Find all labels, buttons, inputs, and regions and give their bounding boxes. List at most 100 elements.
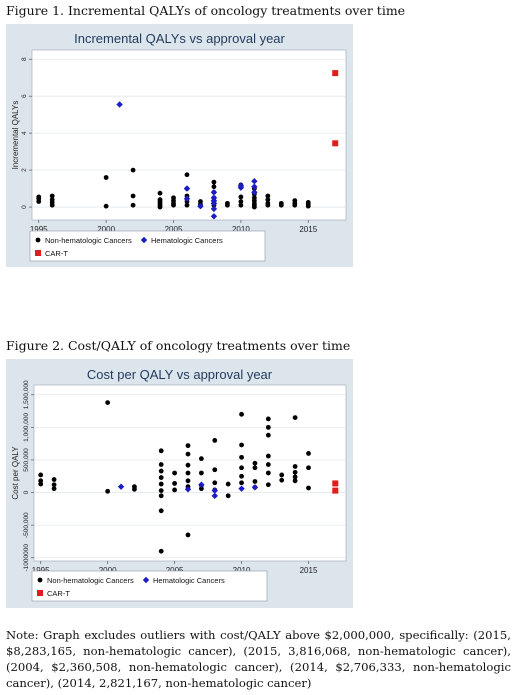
x-tick-label: 1995 — [30, 225, 48, 234]
data-point-non-hematologic-cancers — [265, 482, 271, 488]
chart-note: Note: Graph excludes outliers with cost/… — [6, 628, 511, 690]
data-point-non-hematologic-cancers — [292, 469, 298, 475]
data-point-car-t — [332, 480, 339, 487]
x-tick-label: 2000 — [97, 225, 115, 234]
series-car-t — [332, 480, 339, 494]
data-point-non-hematologic-cancers — [265, 197, 271, 203]
data-point-non-hematologic-cancers — [239, 473, 244, 479]
data-point-non-hematologic-cancers — [279, 472, 285, 478]
data-point-non-hematologic-cancers — [157, 204, 163, 210]
data-point-non-hematologic-cancers — [49, 202, 55, 208]
y-tick-label: -1000000 — [23, 544, 30, 572]
legend-box — [31, 570, 268, 602]
data-point-non-hematologic-cancers — [265, 462, 271, 467]
data-point-non-hematologic-cancers — [292, 474, 298, 480]
data-point-non-hematologic-cancers — [105, 488, 111, 494]
data-point-non-hematologic-cancers — [158, 468, 164, 474]
data-point-non-hematologic-cancers — [130, 202, 136, 208]
legend-label-non-hematologic-cancers: Non-hematologic Cancers — [45, 236, 132, 245]
data-point-hematologic-cancers — [117, 483, 125, 490]
data-point-non-hematologic-cancers — [158, 548, 164, 554]
data-point-non-hematologic-cancers — [238, 199, 244, 204]
data-point-non-hematologic-cancers — [158, 481, 164, 487]
data-point-non-hematologic-cancers — [239, 454, 244, 460]
legend-label-hematologic-cancers: Hematologic Cancers — [151, 236, 223, 245]
data-point-hematologic-cancers — [251, 183, 258, 190]
data-point-non-hematologic-cancers — [265, 453, 271, 459]
y-axis-label: Incremental QALYs — [11, 101, 20, 170]
y-axis-label: Cost per QALY — [11, 446, 20, 500]
data-point-non-hematologic-cancers — [198, 470, 204, 476]
data-point-non-hematologic-cancers — [212, 438, 218, 443]
data-point-hematologic-cancers — [183, 195, 191, 202]
data-point-non-hematologic-cancers — [212, 467, 218, 473]
data-point-non-hematologic-cancers — [265, 202, 271, 208]
chart-title: Cost per QALY vs approval year — [87, 367, 273, 382]
data-point-non-hematologic-cancers — [211, 184, 217, 190]
legend-marker-non-hematologic-cancers — [35, 237, 41, 243]
data-point-non-hematologic-cancers — [51, 482, 57, 488]
data-point-non-hematologic-cancers — [38, 472, 44, 478]
data-point-non-hematologic-cancers — [103, 175, 109, 180]
data-point-hematologic-cancers — [210, 189, 218, 196]
x-tick-label: 2005 — [166, 566, 184, 575]
data-point-non-hematologic-cancers — [103, 203, 109, 209]
data-point-car-t — [332, 70, 339, 77]
data-point-non-hematologic-cancers — [306, 465, 311, 471]
data-point-non-hematologic-cancers — [238, 202, 244, 208]
data-point-non-hematologic-cancers — [265, 416, 271, 422]
y-tick-label: 0 — [21, 205, 28, 209]
data-point-non-hematologic-cancers — [305, 203, 311, 209]
data-point-non-hematologic-cancers — [239, 480, 244, 486]
data-point-non-hematologic-cancers — [172, 481, 178, 486]
data-point-non-hematologic-cancers — [158, 448, 164, 454]
data-point-non-hematologic-cancers — [292, 202, 298, 208]
data-point-non-hematologic-cancers — [158, 475, 164, 480]
data-point-non-hematologic-cancers — [238, 194, 244, 200]
data-point-non-hematologic-cancers — [185, 532, 191, 538]
data-point-non-hematologic-cancers — [158, 493, 164, 499]
legend-label-car-t: CAR-T — [45, 249, 68, 258]
data-point-non-hematologic-cancers — [265, 470, 271, 476]
data-point-non-hematologic-cancers — [105, 400, 111, 405]
data-point-non-hematologic-cancers — [49, 193, 55, 199]
data-point-hematologic-cancers — [238, 485, 245, 492]
series-car-t — [332, 70, 339, 147]
data-point-non-hematologic-cancers — [252, 479, 258, 484]
data-point-non-hematologic-cancers — [225, 202, 230, 208]
data-point-non-hematologic-cancers — [158, 488, 164, 493]
y-tick-label: 1,000,000 — [23, 413, 30, 442]
qaly-chart: Incremental QALYs vs approval year 0 2 4 6 8 1… — [6, 24, 353, 267]
x-tick-label: 2010 — [232, 225, 250, 234]
y-tick-label: 8 — [21, 57, 28, 61]
x-tick-label: 2015 — [300, 566, 318, 575]
data-point-car-t — [332, 487, 339, 494]
y-tick-label: 6 — [21, 94, 28, 98]
data-point-non-hematologic-cancers — [184, 172, 190, 178]
y-tick-label: 1,500,000 — [23, 380, 30, 409]
data-point-non-hematologic-cancers — [184, 202, 190, 208]
legend-label-hematologic-cancers: Hematologic Cancers — [153, 576, 225, 585]
data-point-non-hematologic-cancers — [130, 167, 136, 173]
series-hematologic-cancers — [117, 481, 259, 500]
data-point-hematologic-cancers — [210, 205, 218, 213]
data-point-non-hematologic-cancers — [158, 462, 164, 467]
data-point-non-hematologic-cancers — [292, 415, 298, 420]
data-point-non-hematologic-cancers — [130, 193, 136, 199]
data-point-non-hematologic-cancers — [185, 462, 191, 468]
data-point-non-hematologic-cancers — [38, 481, 44, 487]
data-point-non-hematologic-cancers — [265, 424, 271, 430]
legend-marker-car-t — [37, 590, 43, 596]
data-point-non-hematologic-cancers — [132, 486, 137, 492]
data-point-hematologic-cancers — [210, 200, 218, 207]
data-point-hematologic-cancers — [237, 184, 245, 191]
data-point-non-hematologic-cancers — [292, 478, 298, 484]
legend-marker-non-hematologic-cancers — [37, 577, 43, 583]
cost-per-qaly-chart: Cost per QALY vs approval year -1000000 -5… — [6, 359, 353, 608]
data-point-non-hematologic-cancers — [225, 481, 231, 487]
legend-label-car-t: CAR-T — [47, 589, 70, 598]
data-point-hematologic-cancers — [197, 202, 204, 210]
data-point-non-hematologic-cancers — [225, 493, 231, 499]
y-tick-label: 0 — [23, 490, 30, 494]
data-point-hematologic-cancers — [116, 101, 123, 108]
